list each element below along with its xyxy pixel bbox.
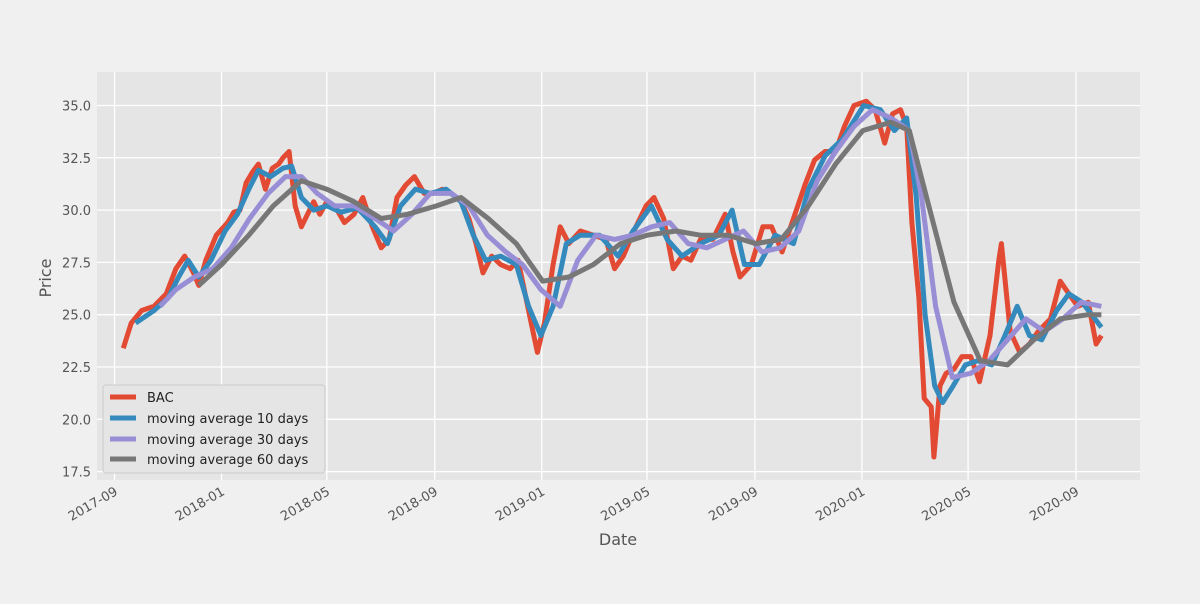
series-line-ma30 [158, 107, 1102, 380]
y-tick-label: 30.0 [62, 204, 91, 219]
legend: BAC moving average 10 days moving averag… [102, 384, 326, 474]
legend-label-bac: BAC [147, 391, 174, 406]
legend-box [102, 384, 326, 474]
y-tick-label: 20.0 [62, 413, 91, 428]
legend-label-ma60: moving average 60 days [147, 453, 308, 468]
y-tick-label: 25.0 [62, 309, 91, 324]
legend-label-ma30: moving average 30 days [147, 433, 308, 448]
y-axis-label: Price [36, 258, 55, 297]
series-line-ma60 [197, 119, 1102, 368]
y-tick-label: 35.0 [62, 99, 91, 114]
series-lines [120, 98, 1104, 460]
y-tick-label: 32.5 [62, 152, 91, 167]
y-tick-label: 27.5 [62, 256, 91, 271]
y-tick-label: 22.5 [62, 361, 91, 376]
x-axis-label: Date [599, 530, 637, 549]
y-tick-label: 17.5 [62, 466, 91, 481]
legend-label-ma10: moving average 10 days [147, 412, 308, 427]
